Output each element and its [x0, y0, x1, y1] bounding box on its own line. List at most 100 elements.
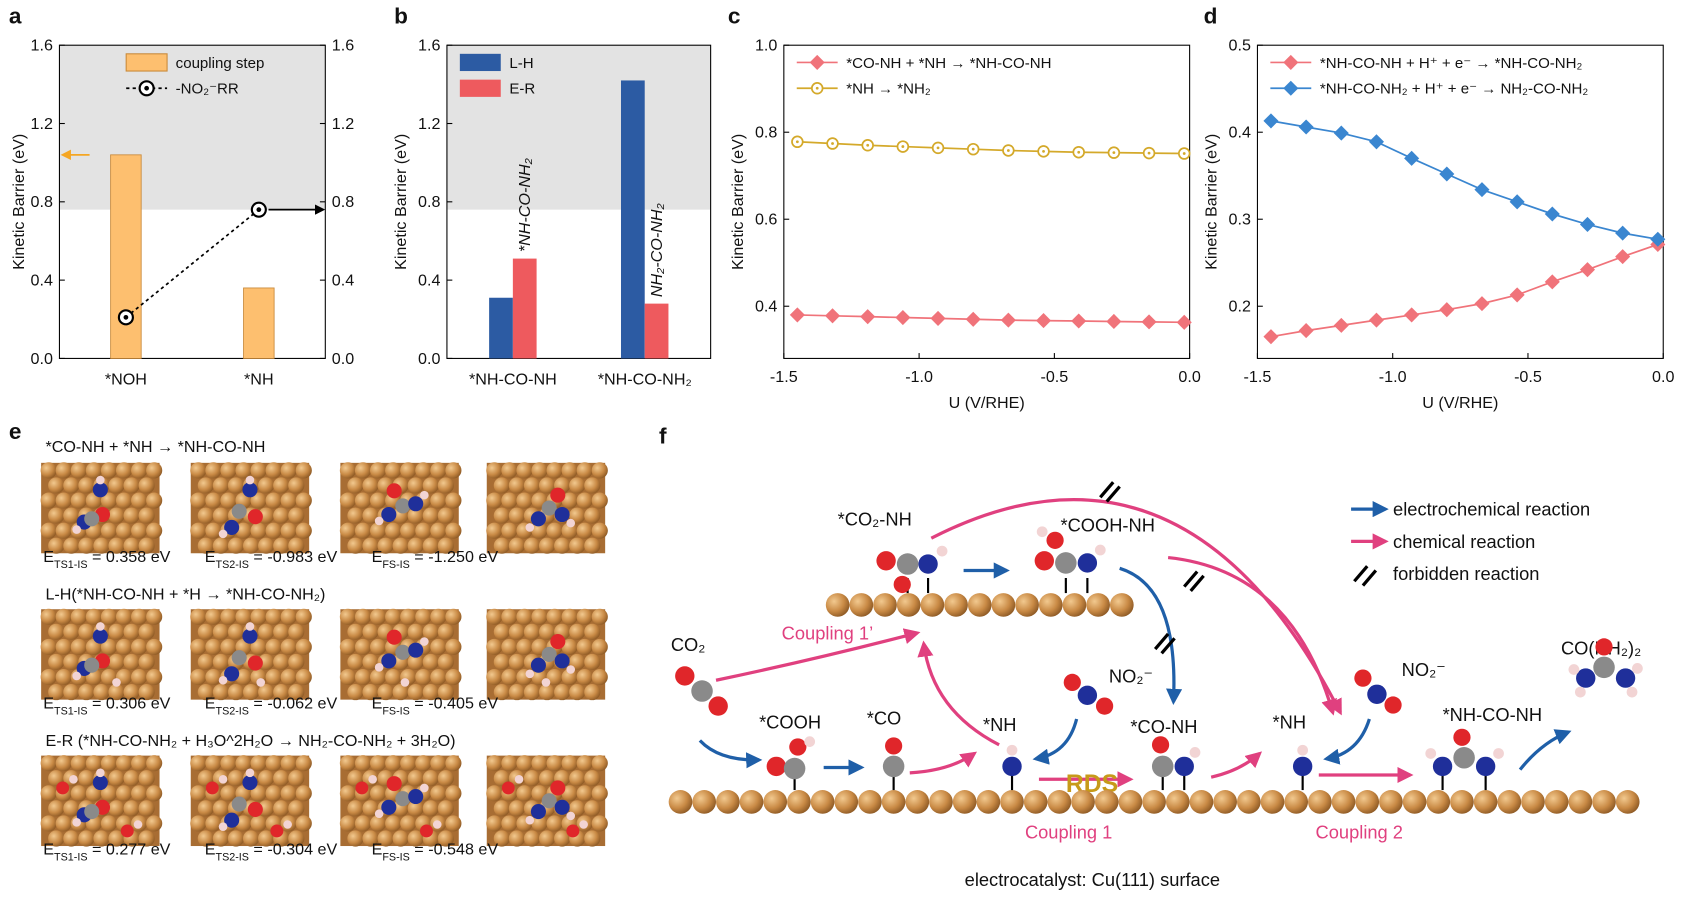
atom	[1055, 552, 1077, 574]
cu-atom	[63, 477, 80, 494]
cu-atom	[849, 593, 874, 617]
atom	[400, 678, 410, 687]
cu-atom	[531, 815, 548, 832]
atom	[112, 678, 121, 687]
cu-atom	[486, 785, 503, 802]
cu-atom	[190, 815, 207, 832]
cu-atom	[523, 830, 541, 847]
cu-atom	[48, 653, 65, 671]
atom	[566, 824, 580, 838]
cu-atom	[48, 537, 65, 554]
cu-atom	[763, 790, 788, 814]
atom	[420, 637, 429, 646]
y-tick-label: 0.8	[418, 193, 440, 211]
cu-atom	[205, 755, 222, 772]
marker	[1544, 274, 1560, 290]
cu-atom	[235, 755, 252, 772]
cu-atom	[362, 537, 379, 554]
cu-atom	[385, 608, 402, 625]
energy-value: = 0.358 eV	[88, 548, 171, 566]
x-tick-label: *NH-CO-NH	[469, 370, 557, 388]
y-tick-label: 1.6	[418, 37, 440, 55]
atom	[1475, 756, 1496, 777]
cu-atom	[235, 668, 252, 686]
marker-dot	[1112, 151, 1116, 155]
forbidden-mark	[1183, 570, 1205, 592]
species-label: CO₂	[671, 634, 706, 655]
cu-atom	[212, 623, 229, 640]
cu-atom	[339, 785, 356, 802]
forbidden-mark	[1153, 632, 1176, 655]
cu-atom	[288, 830, 305, 847]
cu-atom	[70, 755, 87, 772]
cu-atom	[288, 684, 305, 701]
atom	[1615, 668, 1636, 688]
species-label: *NH-CO-NH	[1443, 704, 1543, 725]
atom	[84, 511, 100, 527]
cu-atom	[131, 668, 148, 686]
marker-dot	[1077, 150, 1081, 154]
cu-atom	[250, 608, 267, 625]
marker	[1071, 313, 1087, 329]
panel-f: electrochemical reaction chemical reacti…	[668, 481, 1643, 890]
cu-atom	[1094, 790, 1119, 814]
cu-atom	[242, 830, 260, 847]
cu-atom	[516, 638, 533, 655]
atom	[283, 820, 292, 829]
cu-atom	[1426, 790, 1451, 814]
cu-atom	[400, 462, 417, 479]
cu-atom	[242, 684, 260, 701]
cu-atom	[1047, 790, 1072, 814]
atom	[386, 776, 402, 792]
cu-atom	[63, 684, 80, 701]
cu-atom	[400, 608, 417, 625]
cu-atom	[400, 755, 417, 772]
cu-atom	[100, 462, 118, 479]
cu-atom	[115, 492, 133, 509]
marker-dot	[936, 146, 940, 150]
cu-atom	[531, 755, 548, 772]
cu-atom	[415, 668, 432, 686]
atom	[1292, 756, 1313, 777]
x-tick-label: -1.5	[770, 368, 798, 386]
cu-atom	[295, 815, 312, 832]
marker	[1141, 314, 1157, 330]
energy-sub: FS-IS	[382, 559, 409, 571]
energy-sub: FS-IS	[382, 852, 409, 864]
marker	[860, 309, 876, 325]
atom	[501, 781, 515, 795]
cu-atom	[354, 608, 372, 625]
cu-atom	[415, 522, 432, 539]
atom	[550, 487, 566, 503]
cu-atom	[362, 477, 379, 494]
cu-atom	[445, 492, 462, 509]
cu-atom	[1497, 790, 1522, 814]
cu-atom	[295, 608, 312, 625]
cu-atom	[445, 668, 462, 686]
cu-atom	[516, 755, 533, 772]
y-tick-label: 0.2	[1229, 298, 1251, 316]
cu-atom	[385, 755, 402, 772]
atom	[1297, 744, 1309, 756]
cu-atom	[295, 668, 312, 686]
cu-atom	[220, 638, 237, 655]
cu-atom	[70, 608, 87, 625]
cu-atom	[48, 477, 65, 494]
cu-atom	[1213, 790, 1237, 814]
energy-value: = -1.250 eV	[410, 548, 499, 566]
cu-atom	[78, 830, 95, 847]
cu-atom	[810, 790, 835, 814]
energy-sub: FS-IS	[382, 705, 409, 717]
cu-atom	[1023, 790, 1048, 814]
cu-atom	[569, 477, 586, 494]
cu-atom	[1118, 790, 1143, 814]
row-title: E-R (*NH-CO-NH₂ + H₃O^2H₂O → NH₂-CO-NH₂ …	[45, 732, 455, 750]
annotation: *NH-CO-NH₂	[516, 157, 534, 252]
cu-atom	[576, 785, 593, 802]
cu-atom	[108, 770, 125, 787]
atom	[218, 675, 228, 685]
cu-atom	[197, 623, 214, 640]
marker-dot	[144, 85, 149, 91]
